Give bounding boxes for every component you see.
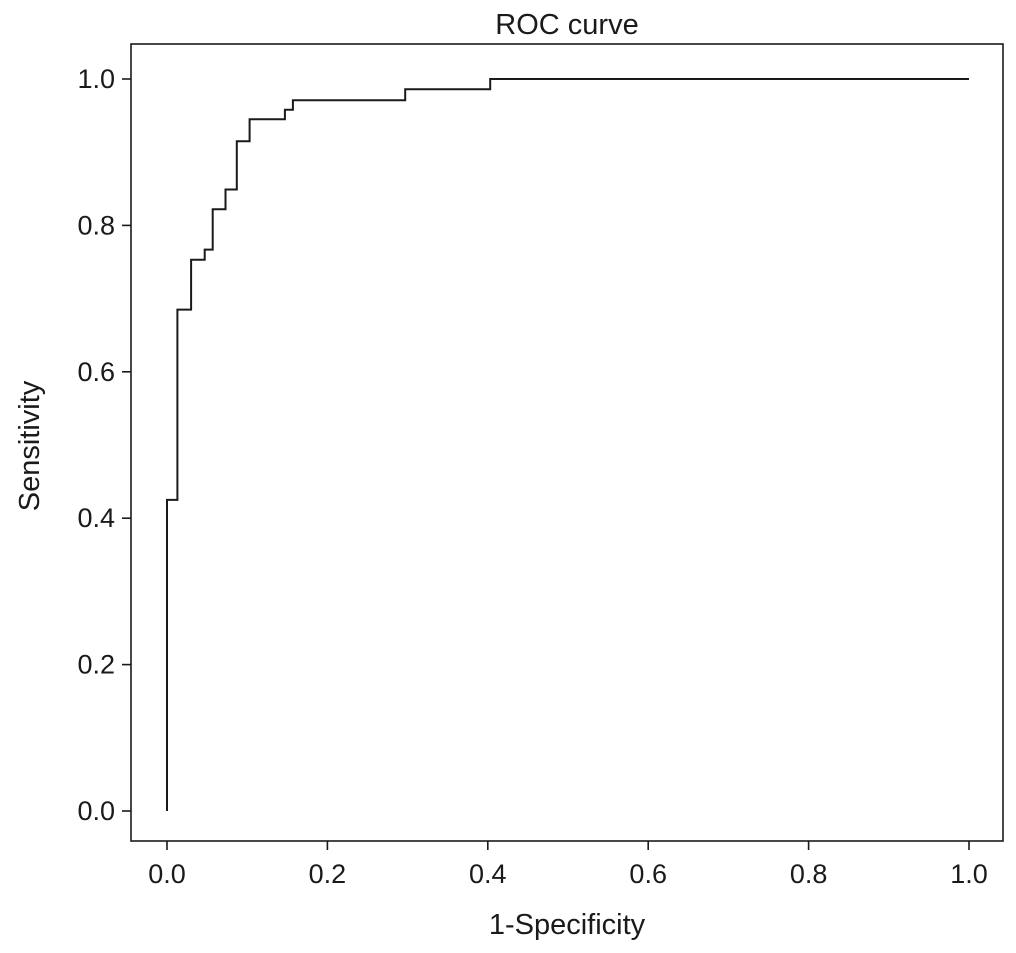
y-tick-label: 0.6	[77, 357, 115, 387]
y-tick-label: 0.2	[77, 650, 115, 680]
y-tick-label: 1.0	[77, 64, 115, 94]
x-axis-label: 1-Specificity	[489, 909, 646, 941]
y-tick-label: 0.8	[77, 210, 115, 240]
plot-frame	[130, 43, 1004, 842]
x-tick-label: 1.0	[950, 859, 988, 889]
x-tick-label: 0.6	[629, 859, 667, 889]
x-tick-label: 0.8	[790, 859, 828, 889]
x-tick-label: 0.4	[469, 859, 507, 889]
x-tick-label: 0.0	[148, 859, 186, 889]
y-tick-label: 0.4	[77, 503, 115, 533]
x-tick-label: 0.2	[309, 859, 347, 889]
y-axis-ticks: 0.0 0.2 0.4 0.6 0.8 1.0	[77, 64, 131, 826]
x-axis-ticks: 0.0 0.2 0.4 0.6 0.8 1.0	[148, 841, 988, 889]
y-tick-label: 0.0	[77, 796, 115, 826]
chart-title: ROC curve	[495, 9, 638, 41]
roc-curve-line	[166, 78, 969, 811]
y-axis-label: Sensitivity	[14, 380, 46, 511]
